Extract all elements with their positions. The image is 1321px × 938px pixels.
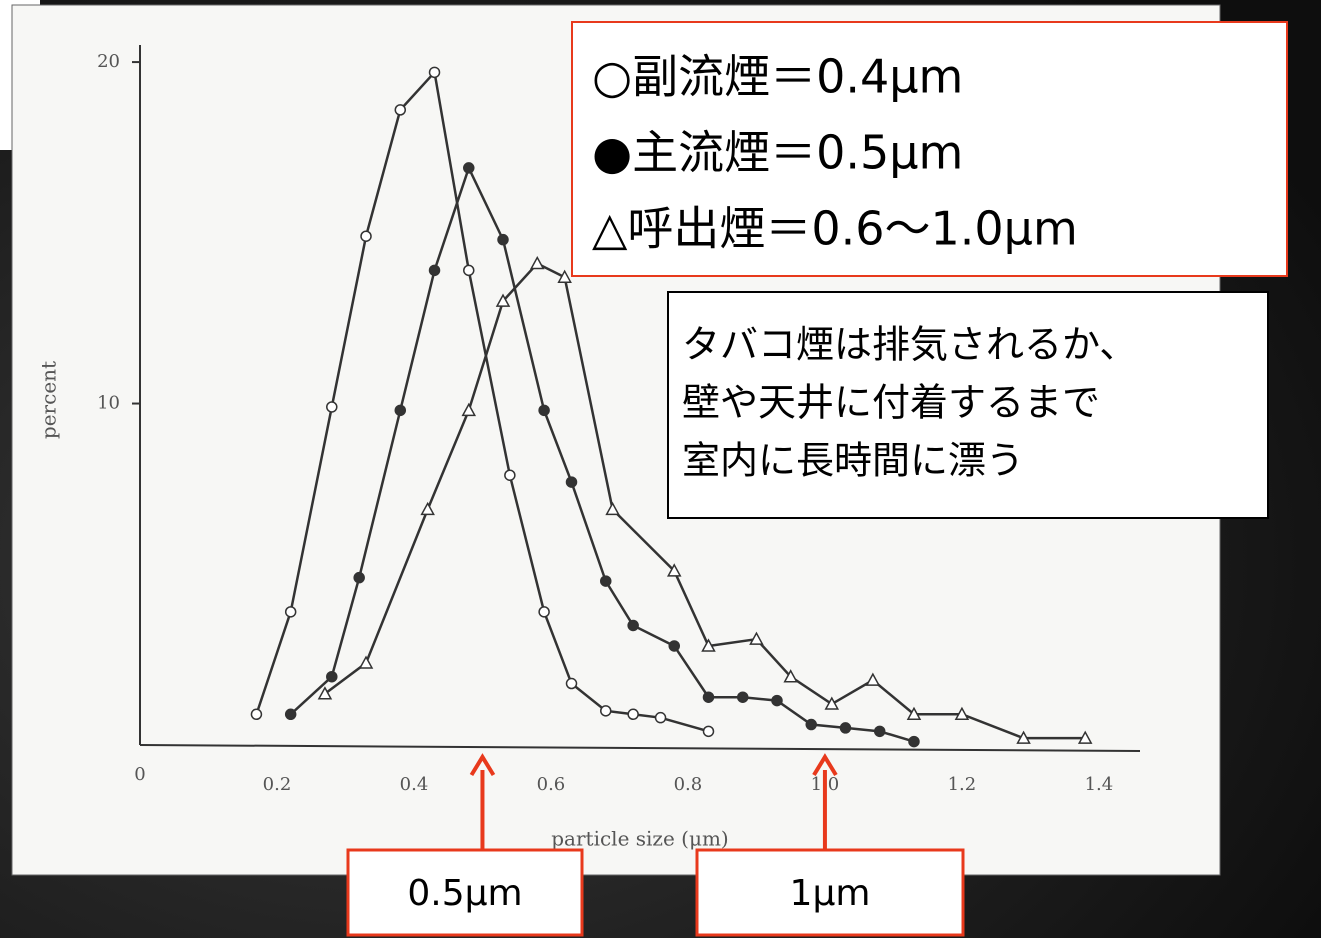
- callout-label: 0.5μm: [407, 873, 522, 914]
- y-tick-label: 10: [97, 393, 120, 414]
- x-tick-label: 1.2: [948, 774, 977, 795]
- data-point: [286, 607, 296, 617]
- data-point: [395, 405, 405, 415]
- data-point: [703, 692, 713, 702]
- data-point: [498, 235, 508, 245]
- data-point: [354, 573, 364, 583]
- legend-entry: ○副流煙＝0.4μm: [592, 50, 963, 104]
- data-point: [567, 679, 577, 689]
- y-tick-label: 20: [97, 51, 120, 72]
- data-point: [806, 720, 816, 730]
- data-point: [738, 692, 748, 702]
- data-point: [601, 576, 611, 586]
- x-tick-label: 0.4: [400, 774, 429, 795]
- note-line: タバコ煙は排気されるか、: [682, 323, 1137, 367]
- data-point: [840, 723, 850, 733]
- data-point: [327, 402, 337, 412]
- data-point: [909, 737, 919, 747]
- x-tick-label: 0.2: [263, 774, 292, 795]
- data-point: [628, 620, 638, 630]
- data-point: [875, 726, 885, 736]
- legend-entry: ●主流煙＝0.5μm: [592, 126, 963, 180]
- data-point: [327, 672, 337, 682]
- page: {"chart_data": { "type": "line", "xlabel…: [0, 0, 1321, 938]
- slide: particle size (μm) percent 10 20 0 0.2 0.4 0.…: [0, 0, 1321, 938]
- callout-label: 1μm: [790, 873, 871, 914]
- data-point: [395, 105, 405, 115]
- data-point: [772, 696, 782, 706]
- data-point: [464, 265, 474, 275]
- data-point: [505, 470, 515, 480]
- data-point: [628, 709, 638, 719]
- data-point: [669, 641, 679, 651]
- data-point: [430, 67, 440, 77]
- data-point: [539, 405, 549, 415]
- data-point: [286, 709, 296, 719]
- x-tick-label: 1.4: [1085, 774, 1114, 795]
- x-tick-label: 0.8: [674, 774, 703, 795]
- note-line: 壁や天井に付着するまで: [682, 381, 1100, 425]
- data-point: [430, 265, 440, 275]
- data-point: [539, 607, 549, 617]
- x-tick-label: 0: [134, 764, 145, 785]
- data-point: [567, 477, 577, 487]
- x-tick-label: 0.6: [537, 774, 566, 795]
- note-line: 室内に長時間に漂う: [682, 439, 1024, 483]
- y-axis-label: percent: [37, 361, 61, 439]
- data-point: [601, 706, 611, 716]
- data-point: [361, 231, 371, 241]
- data-point: [251, 709, 261, 719]
- data-point: [656, 713, 666, 723]
- x-axis-label: particle size (μm): [551, 827, 728, 851]
- legend-entry: △呼出煙＝0.6〜1.0μm: [592, 202, 1078, 256]
- data-point: [464, 163, 474, 173]
- data-point: [703, 726, 713, 736]
